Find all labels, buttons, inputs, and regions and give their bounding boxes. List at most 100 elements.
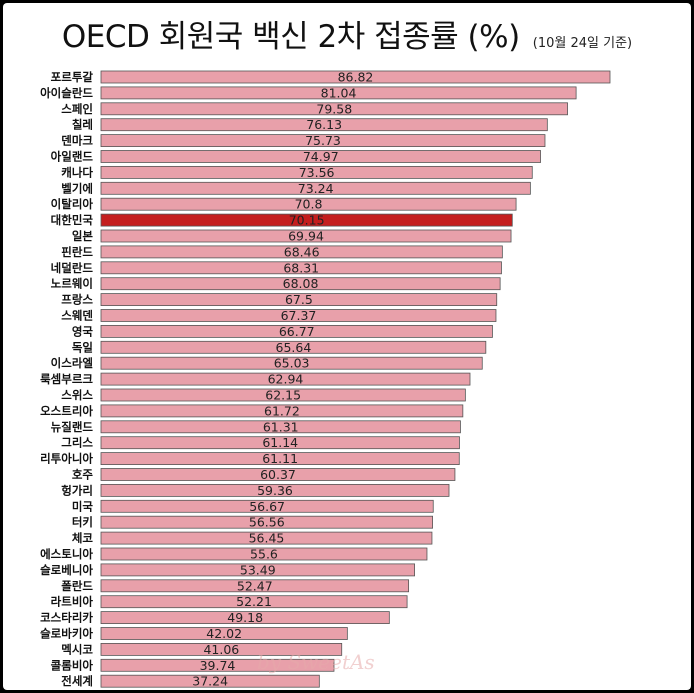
bar-18 [100, 356, 483, 370]
bar-27 [100, 499, 434, 513]
value-label: 74.97 [303, 149, 339, 164]
category-label: 일본 [72, 229, 94, 243]
chart-subtitle: (10월 24일 기준) [532, 36, 633, 51]
value-label: 60.37 [260, 467, 296, 482]
value-label: 53.49 [240, 562, 276, 577]
value-label: 42.02 [206, 626, 242, 641]
bar-34 [100, 611, 390, 624]
category-label: 헝가리 [61, 483, 93, 497]
category-label: 오스트리아 [40, 404, 93, 418]
category-label: 폴란드 [61, 579, 93, 593]
value-label: 67.5 [285, 292, 313, 307]
category-label: 룩셈부르크 [40, 372, 93, 386]
value-label: 52.21 [236, 594, 272, 609]
bar-36 [100, 643, 343, 656]
category-label: 네덜란드 [51, 261, 94, 275]
value-label: 65.64 [276, 340, 312, 355]
value-label: 70.15 [289, 213, 325, 228]
bar-25 [100, 468, 456, 481]
value-label: 67.37 [281, 308, 317, 323]
bar-26 [100, 483, 450, 497]
value-label: 66.77 [279, 324, 315, 339]
value-label: 76.13 [306, 117, 342, 132]
value-label: 73.24 [298, 181, 334, 196]
category-label: 콜롬비아 [51, 658, 94, 672]
bar-14 [100, 293, 498, 307]
value-label: 69.94 [288, 229, 324, 244]
value-label: 61.11 [262, 451, 298, 466]
value-label: 62.15 [265, 388, 301, 403]
bar-35 [100, 627, 348, 640]
bar-3 [100, 118, 548, 132]
bar-17 [100, 340, 487, 354]
category-label: 전세계 [61, 674, 93, 688]
value-label: 81.04 [321, 85, 357, 100]
chart-frame: OECD 회원국 백신 2차 접종률 (%) (10월 24일 기준) 포르투갈… [3, 3, 691, 690]
category-label: 아일랜드 [51, 150, 94, 164]
bar-11 [100, 245, 503, 259]
chart-title: OECD 회원국 백신 2차 접종률 (%) [61, 19, 520, 55]
bar-chart: 포르투갈 86.82 아이슬란드 81.04 스페인 79.58 칠레 76.13 덴마크 75.… [40, 70, 611, 689]
category-label: 벨기에 [61, 181, 93, 195]
bar-20 [100, 388, 466, 402]
category-label: 리투아니아 [40, 452, 93, 466]
category-label: 코스타리카 [40, 611, 93, 625]
category-label: 아이슬란드 [40, 86, 93, 100]
category-label: 독일 [72, 340, 93, 354]
value-label: 59.36 [257, 483, 293, 498]
category-label: 스위스 [61, 388, 93, 402]
category-label: 영국 [72, 324, 94, 338]
category-label: 스웨덴 [61, 309, 93, 323]
value-label: 56.45 [249, 531, 285, 546]
bar-8 [100, 197, 517, 211]
value-label: 41.06 [203, 642, 239, 657]
category-label: 칠레 [72, 118, 93, 132]
category-label: 포르투갈 [51, 70, 94, 84]
value-label: 68.08 [283, 276, 319, 291]
value-label: 70.8 [295, 197, 323, 212]
bar-15 [100, 309, 497, 322]
category-label: 핀란드 [61, 245, 93, 259]
category-label: 뉴질랜드 [51, 420, 94, 434]
bar-7 [100, 181, 531, 195]
chart-title-row: OECD 회원국 백신 2차 접종률 (%) (10월 24일 기준) [3, 11, 691, 56]
bar-19 [100, 372, 471, 386]
bar-10 [100, 229, 512, 243]
category-label: 덴마크 [61, 134, 93, 148]
value-label: 61.31 [263, 419, 299, 434]
bar-2 [100, 102, 568, 116]
value-label: 56.56 [249, 515, 285, 530]
category-label: 노르웨이 [51, 277, 93, 291]
value-label: 65.03 [274, 356, 310, 371]
bar-23 [100, 436, 460, 450]
value-label: 39.74 [200, 658, 236, 673]
value-label: 86.82 [338, 70, 374, 85]
value-label: 37.24 [192, 674, 228, 689]
bar-5 [100, 150, 541, 163]
bar-1 [100, 86, 577, 100]
category-label: 라트비아 [51, 595, 94, 609]
bar-21 [100, 404, 464, 418]
value-label: 61.72 [264, 403, 300, 418]
bar-37 [100, 658, 335, 672]
bar-22 [100, 420, 461, 434]
bar-24 [100, 452, 460, 466]
value-label: 56.67 [249, 499, 285, 514]
bar-13 [100, 277, 501, 291]
value-label: 75.73 [305, 133, 341, 148]
category-label: 이스라엘 [51, 356, 93, 370]
value-label: 62.94 [268, 372, 304, 387]
bar-38 [100, 674, 320, 688]
bar-28 [100, 515, 433, 529]
bar-30 [100, 547, 428, 561]
value-label: 49.18 [227, 610, 263, 625]
bar-6 [100, 165, 533, 179]
bar-0 [100, 70, 611, 84]
bar-16 [100, 324, 493, 338]
category-label: 캐나다 [61, 165, 93, 179]
value-label: 73.56 [299, 165, 335, 180]
category-label: 대한민국 [51, 213, 94, 227]
category-label: 슬로베니아 [40, 563, 93, 577]
value-label: 61.14 [262, 435, 298, 450]
bar-4 [100, 134, 546, 148]
